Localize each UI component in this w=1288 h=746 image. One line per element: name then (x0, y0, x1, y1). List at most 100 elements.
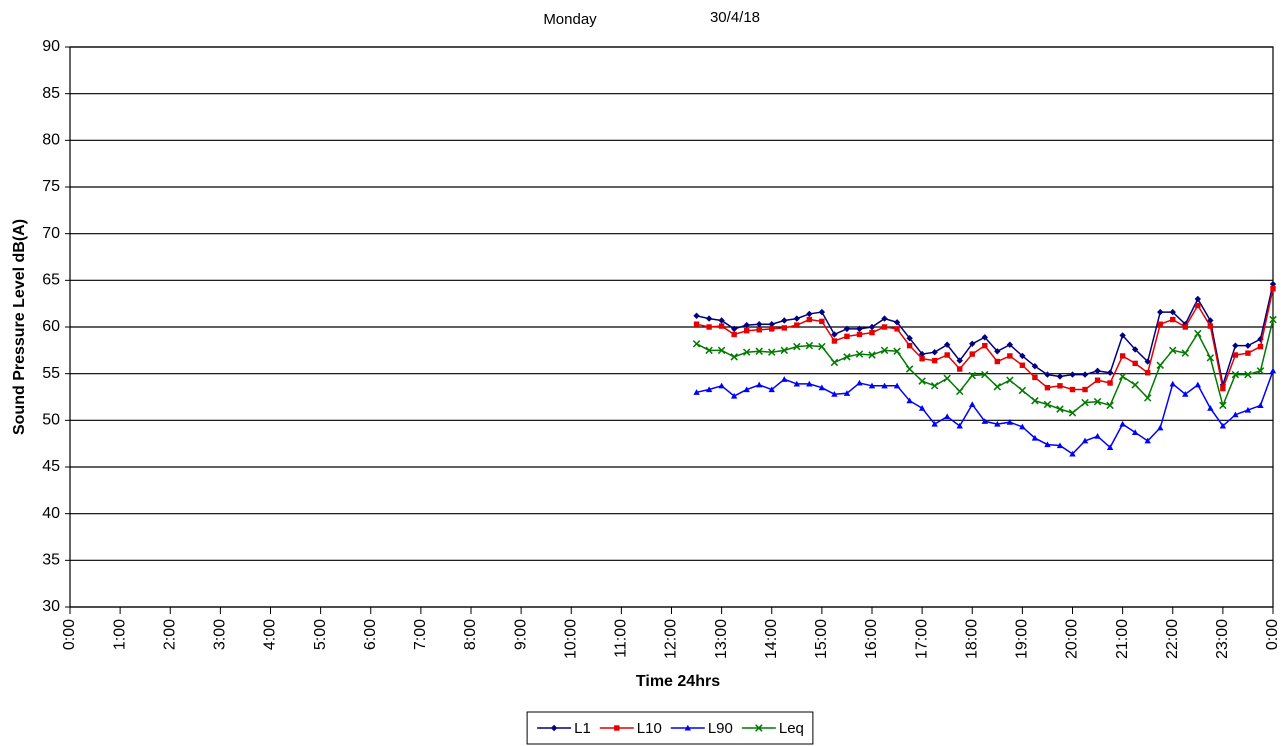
marker (1144, 370, 1151, 376)
x-tick-label: 17:00 (913, 619, 930, 659)
y-tick-label: 40 (42, 505, 60, 522)
marker (893, 319, 901, 326)
marker (1232, 342, 1239, 349)
x-axis-title: Time 24hrs (636, 673, 720, 690)
x-tick-label: 6:00 (362, 619, 379, 650)
marker (1194, 295, 1202, 303)
marker (931, 357, 938, 364)
marker (1194, 329, 1202, 338)
marker (768, 348, 776, 356)
marker (1194, 381, 1202, 388)
marker (856, 331, 863, 338)
marker (994, 348, 1001, 355)
series-line (696, 319, 1274, 414)
marker (1057, 383, 1063, 389)
y-tick-label: 90 (42, 38, 60, 55)
x-tick-label: 20:00 (1064, 619, 1081, 659)
marker (906, 397, 913, 404)
marker (1106, 401, 1114, 410)
marker (731, 331, 737, 338)
marker (693, 312, 700, 319)
marker (843, 325, 851, 333)
marker (730, 325, 738, 333)
marker (705, 386, 713, 393)
marker (692, 340, 701, 348)
marker (1244, 406, 1252, 413)
legend-label: L1 (574, 720, 591, 737)
marker (1107, 380, 1113, 386)
marker (906, 335, 913, 342)
marker (856, 379, 863, 386)
marker (718, 317, 725, 324)
marker (781, 317, 788, 324)
marker (1157, 424, 1164, 431)
marker (1043, 400, 1052, 409)
marker (1081, 398, 1089, 407)
marker (1132, 360, 1138, 367)
marker (1069, 386, 1076, 393)
marker (1019, 362, 1026, 368)
marker (868, 382, 876, 389)
marker (1118, 372, 1127, 381)
x-tick-label: 16:00 (863, 619, 880, 659)
marker (893, 382, 901, 389)
marker (755, 724, 763, 732)
marker (756, 381, 763, 388)
marker (956, 357, 963, 364)
marker (1094, 433, 1101, 439)
marker (894, 326, 900, 332)
marker (1056, 373, 1064, 380)
chart-subtitle: 30/4/18 (710, 9, 760, 26)
marker (957, 366, 963, 372)
marker (956, 422, 963, 429)
series-line (696, 370, 1274, 455)
marker (819, 318, 825, 325)
y-tick-label: 30 (42, 598, 60, 615)
marker (856, 325, 863, 333)
marker (1069, 371, 1076, 378)
marker (1245, 350, 1251, 356)
marker (743, 321, 750, 329)
marker (717, 346, 726, 355)
marker (1257, 402, 1264, 408)
marker (1031, 363, 1039, 370)
marker (1007, 353, 1013, 359)
marker (1031, 434, 1039, 441)
marker (930, 382, 939, 390)
x-tick-label: 1:00 (111, 619, 128, 650)
marker (818, 308, 826, 316)
marker (1144, 358, 1151, 365)
marker (1269, 315, 1277, 324)
y-tick-label: 65 (42, 272, 60, 289)
marker (1044, 371, 1051, 378)
marker (1219, 401, 1227, 410)
x-tick-label: 0:00 (1264, 619, 1281, 650)
marker (1068, 409, 1077, 417)
marker (818, 342, 826, 351)
marker (1082, 386, 1088, 393)
marker (730, 392, 738, 399)
y-tick-label: 80 (42, 132, 60, 149)
x-tick-label: 4:00 (262, 619, 279, 650)
legend: L1 L10 L90 Leq (526, 711, 814, 745)
marker (794, 322, 800, 328)
x-tick-label: 23:00 (1214, 619, 1231, 659)
marker (756, 327, 762, 333)
marker (1119, 332, 1126, 339)
x-tick-label: 5:00 (312, 619, 329, 650)
y-tick-label: 70 (42, 225, 60, 242)
x-tick-label: 2:00 (161, 619, 178, 650)
marker (730, 353, 738, 361)
marker (805, 341, 814, 350)
y-tick-label: 75 (42, 178, 60, 195)
marker (1170, 316, 1176, 323)
marker (718, 323, 725, 329)
marker (1169, 346, 1177, 355)
marker (806, 310, 813, 318)
x-tick-label: 9:00 (512, 619, 529, 650)
marker (855, 350, 864, 358)
marker (994, 358, 1001, 365)
marker (1131, 346, 1139, 353)
marker (993, 383, 1002, 391)
marker (994, 420, 1001, 427)
